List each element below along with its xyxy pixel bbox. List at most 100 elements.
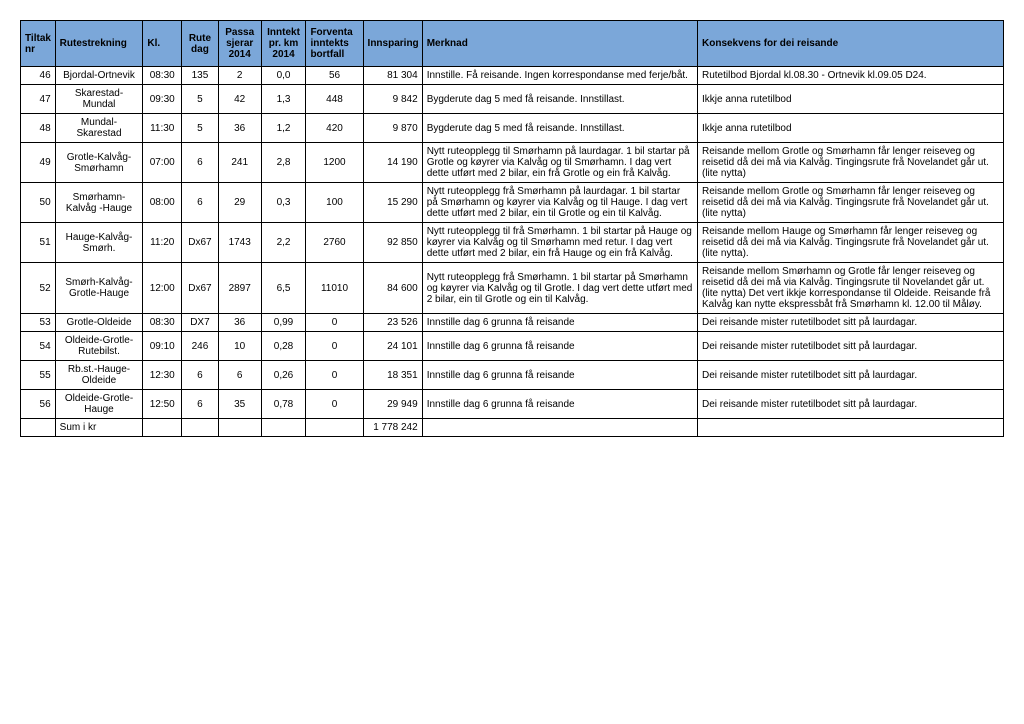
cell-merknad: Innstille dag 6 grunna få reisande — [422, 314, 697, 332]
cell-passasjerar: 241 — [218, 143, 261, 183]
header-rutestrekning: Rutestrekning — [55, 21, 143, 67]
cell-nr: 55 — [21, 361, 56, 390]
cell-inntekt: 6,5 — [261, 263, 306, 314]
cell-rutestrekning: Bjordal-Ortnevik — [55, 67, 143, 85]
cell-innsparing: 23 526 — [363, 314, 422, 332]
cell-passasjerar: 42 — [218, 85, 261, 114]
cell-kl: 09:30 — [143, 85, 182, 114]
table-row: 47Skarestad-Mundal09:305421,34489 842Byg… — [21, 85, 1004, 114]
cell-nr: 46 — [21, 67, 56, 85]
cell-konsekvens: Dei reisande mister rutetilbodet sitt på… — [698, 314, 1004, 332]
table-row: 49Grotle-Kalvåg-Smørhamn07:0062412,81200… — [21, 143, 1004, 183]
cell-rutedag: DX7 — [182, 314, 219, 332]
table-row: 55Rb.st.-Hauge-Oldeide12:30660,26018 351… — [21, 361, 1004, 390]
cell-kl: 08:30 — [143, 314, 182, 332]
cell-kl: 12:30 — [143, 361, 182, 390]
cell-forventa: 11010 — [306, 263, 363, 314]
cell-rutedag: 6 — [182, 143, 219, 183]
cell-merknad: Innstille dag 6 grunna få reisande — [422, 361, 697, 390]
cell-rutedag: Dx67 — [182, 263, 219, 314]
cell-passasjerar: 10 — [218, 332, 261, 361]
sum-label: Sum i kr — [55, 419, 143, 437]
table-header: Tiltak nr Rutestrekning Kl. Rute dag Pas… — [21, 21, 1004, 67]
cell-rutestrekning: Rb.st.-Hauge-Oldeide — [55, 361, 143, 390]
cell-merknad: Nytt ruteopplegg frå Smørhamn. 1 bil sta… — [422, 263, 697, 314]
cell-nr: 52 — [21, 263, 56, 314]
cell-inntekt: 1,3 — [261, 85, 306, 114]
cell-inntekt: 0,3 — [261, 183, 306, 223]
cell-passasjerar: 36 — [218, 114, 261, 143]
cell-merknad: Nytt ruteopplegg til frå Smørhamn. 1 bil… — [422, 223, 697, 263]
table-row: 51Hauge-Kalvåg-Smørh.11:20Dx6717432,2276… — [21, 223, 1004, 263]
cell-forventa: 0 — [306, 390, 363, 419]
cell-kl: 12:50 — [143, 390, 182, 419]
cell-inntekt: 2,2 — [261, 223, 306, 263]
cell-rutedag: 135 — [182, 67, 219, 85]
cell-forventa: 2760 — [306, 223, 363, 263]
header-konsekvens: Konsekvens for dei reisande — [698, 21, 1004, 67]
cell-rutedag: 6 — [182, 390, 219, 419]
cell-nr: 54 — [21, 332, 56, 361]
header-kl: Kl. — [143, 21, 182, 67]
table-row: 54Oldeide-Grotle-Rutebilst.09:10246100,2… — [21, 332, 1004, 361]
cell-inntekt: 0,99 — [261, 314, 306, 332]
cell-passasjerar: 2897 — [218, 263, 261, 314]
cell-innsparing: 24 101 — [363, 332, 422, 361]
sum-row: Sum i kr 1 778 242 — [21, 419, 1004, 437]
cell-passasjerar: 1743 — [218, 223, 261, 263]
cell-kl: 07:00 — [143, 143, 182, 183]
cell-innsparing: 15 290 — [363, 183, 422, 223]
cell-rutestrekning: Grotle-Oldeide — [55, 314, 143, 332]
cell-kl: 12:00 — [143, 263, 182, 314]
header-rutedag: Rute dag — [182, 21, 219, 67]
cell-nr: 51 — [21, 223, 56, 263]
table-row: 50Smørhamn-Kalvåg -Hauge08:006290,310015… — [21, 183, 1004, 223]
cell-konsekvens: Reisande mellom Smørhamn og Grotle får l… — [698, 263, 1004, 314]
cell-innsparing: 84 600 — [363, 263, 422, 314]
cell-rutestrekning: Smørh-Kalvåg-Grotle-Hauge — [55, 263, 143, 314]
cell-rutedag: Dx67 — [182, 223, 219, 263]
cell-nr: 53 — [21, 314, 56, 332]
cell-forventa: 0 — [306, 361, 363, 390]
cell-forventa: 1200 — [306, 143, 363, 183]
cell-innsparing: 29 949 — [363, 390, 422, 419]
cell-inntekt: 0,78 — [261, 390, 306, 419]
cell-merknad: Nytt ruteopplegg frå Smørhamn på laurdag… — [422, 183, 697, 223]
cell-rutedag: 5 — [182, 114, 219, 143]
cell-inntekt: 1,2 — [261, 114, 306, 143]
header-merknad: Merknad — [422, 21, 697, 67]
cell-konsekvens: Ikkje anna rutetilbod — [698, 85, 1004, 114]
cell-merknad: Innstille dag 6 grunna få reisande — [422, 390, 697, 419]
cell-rutestrekning: Grotle-Kalvåg-Smørhamn — [55, 143, 143, 183]
cell-passasjerar: 36 — [218, 314, 261, 332]
cell-passasjerar: 35 — [218, 390, 261, 419]
cell-merknad: Innstille. Få reisande. Ingen korrespond… — [422, 67, 697, 85]
cell-rutedag: 5 — [182, 85, 219, 114]
table-row: 52Smørh-Kalvåg-Grotle-Hauge12:00Dx672897… — [21, 263, 1004, 314]
cell-rutestrekning: Oldeide-Grotle-Rutebilst. — [55, 332, 143, 361]
cell-nr: 49 — [21, 143, 56, 183]
cell-innsparing: 18 351 — [363, 361, 422, 390]
cell-kl: 11:30 — [143, 114, 182, 143]
cell-passasjerar: 29 — [218, 183, 261, 223]
cell-kl: 08:30 — [143, 67, 182, 85]
cell-innsparing: 9 870 — [363, 114, 422, 143]
route-table: Tiltak nr Rutestrekning Kl. Rute dag Pas… — [20, 20, 1004, 437]
cell-forventa: 56 — [306, 67, 363, 85]
table-body: 46Bjordal-Ortnevik08:3013520,05681 304In… — [21, 67, 1004, 437]
cell-innsparing: 14 190 — [363, 143, 422, 183]
header-innsparing: Innsparing — [363, 21, 422, 67]
cell-rutestrekning: Smørhamn-Kalvåg -Hauge — [55, 183, 143, 223]
cell-kl: 08:00 — [143, 183, 182, 223]
table-row: 53Grotle-Oldeide08:30DX7360,99023 526Inn… — [21, 314, 1004, 332]
cell-forventa: 448 — [306, 85, 363, 114]
cell-merknad: Bygderute dag 5 med få reisande. Innstil… — [422, 114, 697, 143]
cell-merknad: Bygderute dag 5 med få reisande. Innstil… — [422, 85, 697, 114]
header-forventa: Forventa inntekts bortfall — [306, 21, 363, 67]
sum-value: 1 778 242 — [363, 419, 422, 437]
cell-rutestrekning: Hauge-Kalvåg-Smørh. — [55, 223, 143, 263]
cell-inntekt: 2,8 — [261, 143, 306, 183]
cell-rutedag: 6 — [182, 361, 219, 390]
cell-konsekvens: Rutetilbod Bjordal kl.08.30 - Ortnevik k… — [698, 67, 1004, 85]
cell-forventa: 100 — [306, 183, 363, 223]
